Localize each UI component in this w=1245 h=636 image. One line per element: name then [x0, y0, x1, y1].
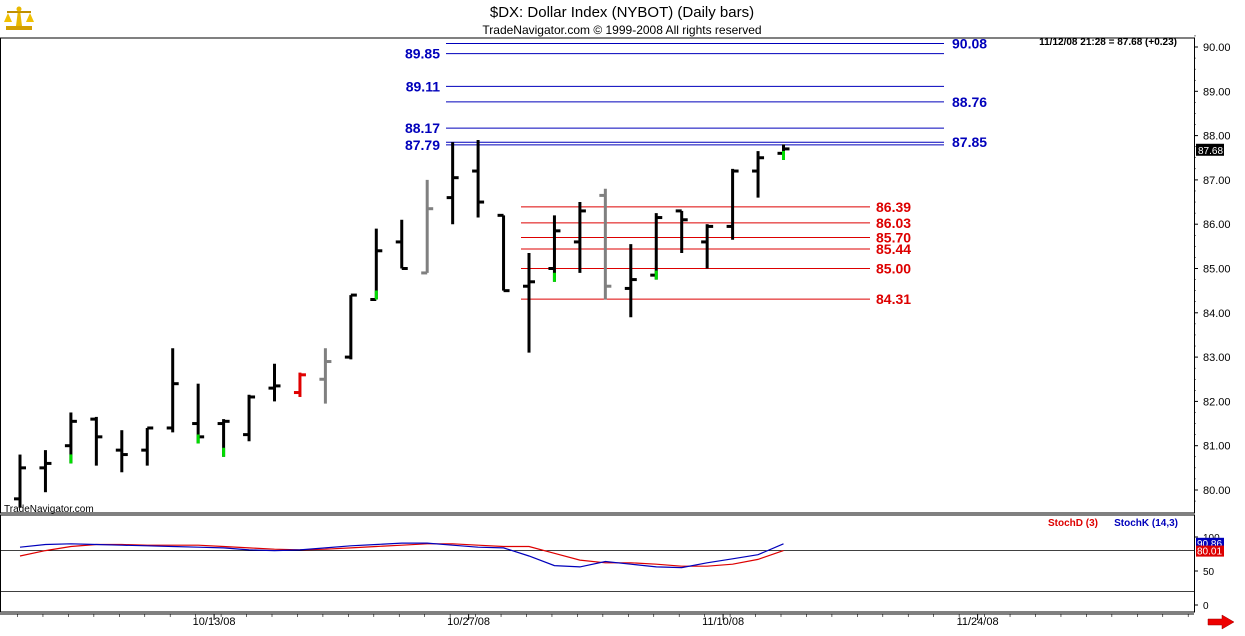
stoch-k-line [19, 542, 784, 569]
ohlc-bar [319, 348, 332, 404]
ohlc-bar [650, 213, 663, 280]
ohlc-bar [523, 252, 535, 353]
level-label: 85.44 [876, 241, 911, 257]
ohlc-bar [752, 151, 765, 198]
ohlc-bar [268, 363, 281, 402]
level-label: 85.00 [876, 261, 911, 277]
legend-stoch-k: StochK (14,3) [1114, 518, 1178, 529]
copyright-text: TradeNavigator.com © 1999-2008 All right… [482, 23, 761, 37]
ohlc-bar [166, 348, 179, 433]
ohlc-bar [293, 372, 306, 397]
date-tick-label: 10/27/08 [447, 616, 490, 628]
ohlc-bar [599, 188, 612, 300]
level-label: 88.17 [405, 120, 440, 136]
price-tick-label: 90.00 [1203, 42, 1231, 54]
ohlc-bar [192, 383, 205, 444]
ohlc-bar [39, 450, 52, 493]
price-tick-label: 84.00 [1203, 308, 1231, 320]
date-tick-label: 10/13/08 [193, 616, 236, 628]
watermark: TradeNavigator.com [4, 504, 94, 515]
price-tick-label: 82.00 [1203, 396, 1231, 408]
level-label: 87.85 [952, 134, 987, 150]
ohlc-bar [115, 430, 128, 473]
stoch-d-box [1196, 545, 1224, 557]
price-tick-label: 85.00 [1203, 264, 1231, 276]
ohlc-bar [421, 179, 434, 275]
ohlc-bar [548, 215, 561, 282]
ohlc-bar [14, 454, 26, 508]
price-tick-label: 87.00 [1203, 175, 1231, 187]
level-label: 88.76 [952, 94, 987, 110]
level-label: 87.79 [405, 137, 440, 153]
ohlc-bar [624, 244, 637, 318]
stoch-tick-label: 0 [1203, 601, 1209, 612]
level-label: 89.85 [405, 46, 440, 62]
ohlc-bar [90, 416, 103, 466]
price-tick-label: 80.00 [1203, 485, 1231, 497]
scale-logo-icon [4, 6, 34, 30]
ohlc-bar [701, 224, 714, 269]
quote-readout: 11/12/08 21:28 = 87.68 (+0.23) [1039, 37, 1177, 48]
level-label: 85.70 [876, 229, 911, 245]
level-label: 89.11 [406, 78, 440, 94]
ohlc-bar [675, 209, 688, 253]
ohlc-bar [370, 228, 383, 302]
level-label: 86.03 [876, 215, 911, 231]
ohlc-bar [472, 140, 485, 218]
date-tick-label: 11/24/08 [957, 616, 999, 628]
level-label: 86.39 [876, 199, 911, 215]
stoch-k-box [1196, 537, 1224, 549]
stoch-d-value: 80.01 [1197, 547, 1222, 558]
ohlc-bar [497, 213, 510, 293]
price-tick-label: 89.00 [1203, 86, 1231, 98]
ohlc-bar [446, 142, 459, 225]
ohlc-bar [777, 144, 790, 160]
level-label: 90.08 [952, 35, 987, 51]
ohlc-bar [344, 293, 357, 360]
ohlc-bar [243, 394, 256, 442]
red-right-arrow-icon[interactable] [1207, 614, 1235, 630]
chart-title: $DX: Dollar Index (NYBOT) (Daily bars) [490, 4, 754, 21]
last-price-box [1196, 143, 1224, 156]
legend-stoch-d: StochD (3) [1048, 518, 1098, 529]
last-price-label: 87.68 [1198, 146, 1223, 157]
ohlc-bar [573, 202, 586, 273]
ohlc-bar [726, 168, 739, 240]
ohlc-bar [64, 412, 77, 464]
price-tick-label: 86.00 [1203, 219, 1231, 231]
price-tick-label: 83.00 [1203, 352, 1231, 364]
date-tick-label: 11/10/08 [702, 616, 744, 628]
level-label: 84.31 [876, 291, 911, 307]
ohlc-bar [217, 419, 230, 457]
stoch-k-value: 90.86 [1197, 539, 1222, 550]
ohlc-bar [395, 219, 408, 270]
stoch-tick-label: 50 [1203, 567, 1215, 578]
price-tick-label: 81.00 [1203, 441, 1231, 453]
ohlc-bar [141, 426, 154, 466]
price-tick-label: 88.00 [1203, 131, 1231, 143]
